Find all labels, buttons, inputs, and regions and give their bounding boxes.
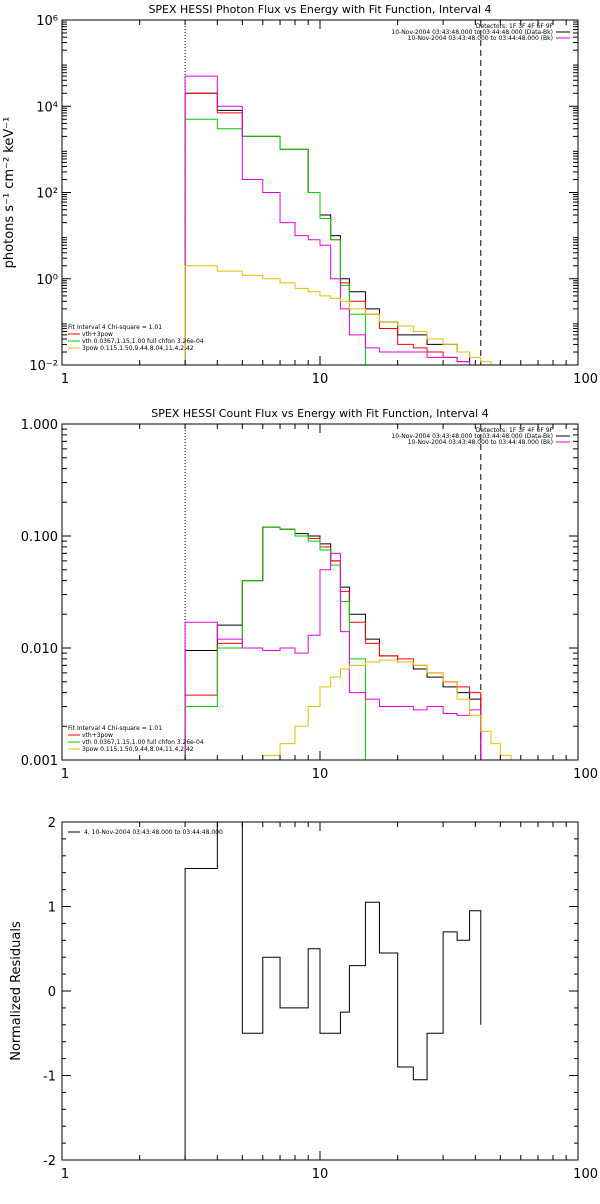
y-axis-label: photons s⁻¹ cm⁻² keV⁻¹	[2, 117, 17, 269]
series-line-vth	[184, 118, 380, 365]
series-group	[184, 75, 492, 365]
series-line-data-bk	[184, 92, 482, 365]
legend-entry: 4, 10-Nov-2004 03:43:48.000 to 03:44:48.…	[84, 829, 223, 836]
legend-bottom-entry: 3pow 0.115,1.50,9.44,8.04,11.4,2.42	[82, 746, 194, 753]
legend-top-entry: 10-Nov-2004 03:43:48.000 to 03:44:48.000…	[391, 433, 553, 440]
y-tick-label: -1	[43, 1070, 56, 1085]
legend-top-entry: 10-Nov-2004 03:43:48.000 to 03:44:48.000…	[408, 35, 553, 42]
series-line-vth	[184, 526, 380, 760]
legend-bottom-entry: Fit Interval 4 Chi-square = 1.01	[68, 725, 162, 732]
y-axis-label: Normalized Residuals	[9, 921, 24, 1061]
legend-bottom-entry: vth+3pow	[82, 732, 113, 739]
series-group	[184, 822, 482, 1160]
y-tick-label: 0.001	[21, 754, 58, 769]
legend-bottom-entry: vth 0.0367,1.15,1.00 full chfon 3.26e-04	[82, 338, 204, 345]
y-tick-label: 1	[48, 901, 56, 916]
x-tick-label: 100	[573, 767, 598, 782]
y-tick-label: 10⁴	[36, 100, 58, 115]
y-tick-label: 2	[48, 816, 56, 831]
series-line-3pow	[184, 265, 492, 365]
series-line-bk	[184, 552, 482, 760]
legend-top-entry: Detectors: 1F 3F 4F 6F 9F	[476, 23, 554, 30]
x-tick-label: 10	[312, 767, 329, 782]
x-tick-label: 10	[312, 372, 329, 387]
y-tick-label: 0	[48, 985, 56, 1000]
chart-panel-3: 1 10 100 -2 -1 0 1 2 Normalized Residuals 4, 10-N…	[9, 816, 598, 1182]
y-tick-label: 10²	[36, 187, 58, 202]
series-group	[184, 526, 522, 760]
legend-top-entry: 10-Nov-2004 03:43:48.000 to 03:44:48.000…	[391, 29, 553, 36]
x-tick-label: 100	[573, 1167, 598, 1182]
series-line-4-10-nov-2004-03-43-48-000-to-03-44-48-000	[184, 822, 482, 1160]
y-tick-label: 1.000	[21, 418, 58, 433]
y-tick-label: 0.010	[21, 642, 58, 657]
series-line-vth-3pow	[184, 526, 482, 760]
chart-panel-1: SPEX HESSI Photon Flux vs Energy with Fi…	[2, 3, 598, 387]
y-tick-label: -2	[43, 1154, 56, 1169]
x-tick-label: 1	[61, 372, 69, 387]
series-line-bk	[184, 75, 482, 365]
legend-top-entry: 10-Nov-2004 03:43:48.000 to 03:44:48.000…	[408, 439, 553, 446]
legend-bottom-entry: vth 0.0367,1.15,1.00 full chfon 3.26e-04	[82, 739, 204, 746]
y-tick-label: 10⁰	[36, 273, 58, 288]
x-tick-label: 10	[312, 1167, 329, 1182]
chart-title: SPEX HESSI Photon Flux vs Energy with Fi…	[148, 3, 491, 16]
y-tick-label: 10⁻²	[29, 359, 58, 374]
legend-bottom-entry: 3pow 0.115,1.50,9.44,8.04,11.4,2.42	[82, 345, 194, 352]
chart-panel-2: SPEX HESSI Count Flux vs Energy with Fit…	[21, 407, 598, 782]
series-line-3pow	[216, 659, 522, 760]
y-tick-label: 10⁶	[36, 14, 58, 29]
x-tick-label: 1	[61, 767, 69, 782]
x-tick-label: 100	[573, 372, 598, 387]
y-tick-label: 0.100	[21, 530, 58, 545]
series-line-data-bk	[184, 526, 482, 760]
legend-bottom-entry: vth+3pow	[82, 331, 113, 338]
legend-top-entry: Detectors: 1F 3F 4F 6F 9F	[476, 427, 554, 434]
series-line-vth-3pow	[184, 92, 482, 365]
legend-bottom-entry: Fit Interval 4 Chi-square = 1.01	[68, 324, 162, 331]
chart-title: SPEX HESSI Count Flux vs Energy with Fit…	[151, 407, 488, 420]
x-tick-label: 1	[61, 1167, 69, 1182]
